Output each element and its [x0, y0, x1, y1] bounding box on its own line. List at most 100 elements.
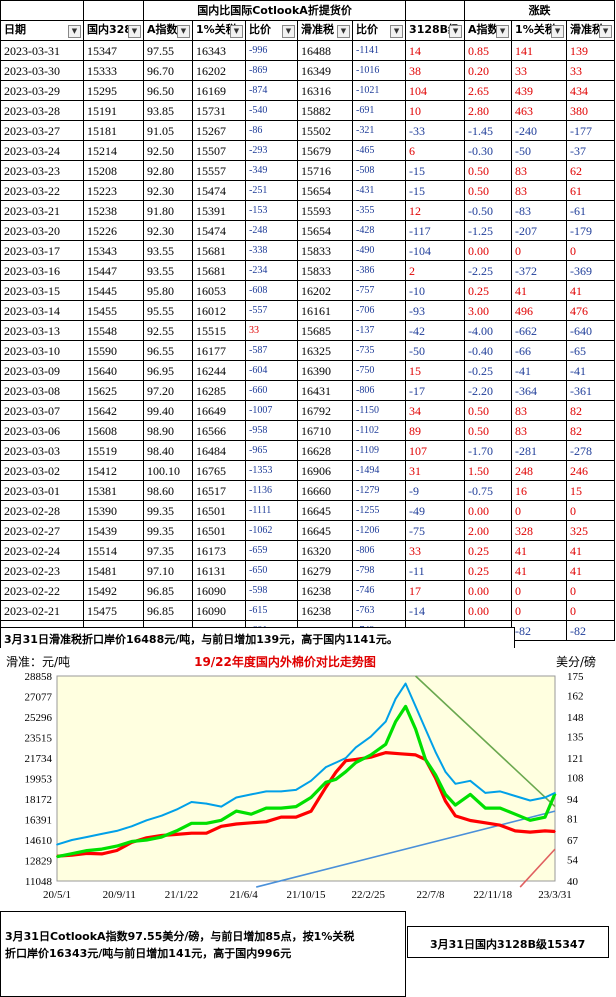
table-cell[interactable]: -1353	[245, 460, 298, 481]
table-cell[interactable]: 16645	[297, 500, 353, 521]
table-cell[interactable]: 15226	[83, 220, 144, 241]
table-cell[interactable]: 0.25	[464, 280, 513, 301]
table-cell[interactable]: 33	[405, 540, 466, 561]
table-cell[interactable]: -15	[405, 160, 466, 181]
table-cell[interactable]: 2023-03-31	[0, 40, 84, 61]
table-cell[interactable]: 15681	[192, 260, 246, 281]
table-cell[interactable]: 15654	[297, 220, 353, 241]
table-cell[interactable]: -0.25	[464, 360, 513, 381]
table-cell[interactable]: -1.70	[464, 440, 513, 461]
table-cell[interactable]: -386	[351, 260, 407, 281]
table-cell[interactable]: 92.80	[143, 160, 193, 181]
table-cell[interactable]: -1062	[245, 520, 298, 541]
table-cell[interactable]: 15391	[192, 200, 246, 221]
table-cell[interactable]: 33	[511, 60, 568, 81]
table-cell[interactable]: 16244	[192, 360, 246, 381]
table-cell[interactable]: -86	[245, 120, 298, 141]
table-cell[interactable]: -364	[511, 380, 568, 401]
table-cell[interactable]: 41	[511, 560, 568, 581]
table-cell[interactable]: 16090	[192, 580, 246, 601]
table-cell[interactable]: -659	[245, 540, 298, 561]
table-cell[interactable]: 15267	[192, 120, 246, 141]
table-cell[interactable]: 16660	[297, 480, 353, 501]
table-cell[interactable]: 92.30	[143, 220, 193, 241]
table-cell[interactable]: 0	[566, 600, 616, 621]
table-cell[interactable]: 41	[566, 560, 616, 581]
filter-dropdown-icon[interactable]: ▼	[449, 25, 463, 38]
table-cell[interactable]: 99.40	[143, 400, 193, 421]
table-cell[interactable]: 16710	[297, 420, 353, 441]
filter-dropdown-icon[interactable]: ▼	[128, 25, 141, 38]
table-cell[interactable]: 98.90	[143, 420, 193, 441]
table-cell[interactable]: -1141	[351, 40, 407, 61]
table-cell[interactable]: 2023-03-20	[0, 220, 84, 241]
table-cell[interactable]: -757	[351, 280, 407, 301]
table-cell[interactable]: 95.80	[143, 280, 193, 301]
table-cell[interactable]: 0	[511, 240, 568, 261]
table-cell[interactable]: 16325	[297, 340, 353, 361]
table-cell[interactable]: -691	[351, 100, 407, 121]
table-cell[interactable]: 0.25	[464, 560, 513, 581]
table-cell[interactable]: 15640	[83, 360, 144, 381]
table-cell[interactable]: 139	[566, 40, 616, 61]
table-cell[interactable]: 82	[566, 400, 616, 421]
table-cell[interactable]: 98.60	[143, 480, 193, 501]
table-cell[interactable]: 15223	[83, 180, 144, 201]
table-cell[interactable]: 16649	[192, 400, 246, 421]
table-cell[interactable]: 15557	[192, 160, 246, 181]
table-cell[interactable]: 41	[511, 280, 568, 301]
table-cell[interactable]: -806	[351, 380, 407, 401]
table-cell[interactable]: 15474	[192, 220, 246, 241]
table-cell[interactable]: 0.00	[464, 580, 513, 601]
table-cell[interactable]: -11	[405, 560, 466, 581]
table-cell[interactable]: 6	[405, 140, 466, 161]
table-cell[interactable]: 0.50	[464, 400, 513, 421]
table-cell[interactable]: 92.55	[143, 320, 193, 341]
filter-dropdown-icon[interactable]: ▼	[599, 25, 613, 38]
table-cell[interactable]: -1494	[351, 460, 407, 481]
filter-dropdown-icon[interactable]: ▼	[551, 25, 565, 38]
table-cell[interactable]: 0.25	[464, 540, 513, 561]
table-cell[interactable]: -706	[351, 300, 407, 321]
table-cell[interactable]: -763	[351, 600, 407, 621]
table-cell[interactable]: 15412	[83, 460, 144, 481]
table-cell[interactable]: 2023-03-16	[0, 260, 84, 281]
table-cell[interactable]: 15390	[83, 500, 144, 521]
table-cell[interactable]: -66	[511, 340, 568, 361]
table-cell[interactable]: 33	[245, 320, 298, 341]
table-cell[interactable]: 99.35	[143, 520, 193, 541]
table-cell[interactable]: 463	[511, 100, 568, 121]
table-cell[interactable]: 15238	[83, 200, 144, 221]
table-cell[interactable]: -361	[566, 380, 616, 401]
table-cell[interactable]: 16484	[192, 440, 246, 461]
table-cell[interactable]: 2023-03-06	[0, 420, 84, 441]
table-cell[interactable]: 439	[511, 80, 568, 101]
table-cell[interactable]: -82	[511, 620, 568, 641]
table-cell[interactable]: 82	[566, 420, 616, 441]
table-cell[interactable]: 16238	[297, 600, 353, 621]
table-cell[interactable]: -1255	[351, 500, 407, 521]
table-cell[interactable]: 15492	[83, 580, 144, 601]
table-cell[interactable]: -1206	[351, 520, 407, 541]
table-cell[interactable]: 16390	[297, 360, 353, 381]
table-cell[interactable]: 246	[566, 460, 616, 481]
table-cell[interactable]: 2023-03-27	[0, 120, 84, 141]
table-cell[interactable]: -93	[405, 300, 466, 321]
table-cell[interactable]: -608	[245, 280, 298, 301]
table-cell[interactable]: 2023-03-01	[0, 480, 84, 501]
table-cell[interactable]: -557	[245, 300, 298, 321]
table-cell[interactable]: 92.50	[143, 140, 193, 161]
table-cell[interactable]: 2023-03-30	[0, 60, 84, 81]
table-cell[interactable]: 104	[405, 80, 466, 101]
table-cell[interactable]: 16645	[297, 520, 353, 541]
table-cell[interactable]: 16279	[297, 560, 353, 581]
table-cell[interactable]: 16177	[192, 340, 246, 361]
table-cell[interactable]: -278	[566, 440, 616, 461]
table-cell[interactable]: 16488	[297, 40, 353, 61]
table-cell[interactable]: 16238	[297, 580, 353, 601]
table-cell[interactable]: -806	[351, 540, 407, 561]
table-cell[interactable]: 0	[566, 580, 616, 601]
table-cell[interactable]: -50	[405, 340, 466, 361]
table-cell[interactable]: 0.00	[464, 500, 513, 521]
table-cell[interactable]: 15731	[192, 100, 246, 121]
